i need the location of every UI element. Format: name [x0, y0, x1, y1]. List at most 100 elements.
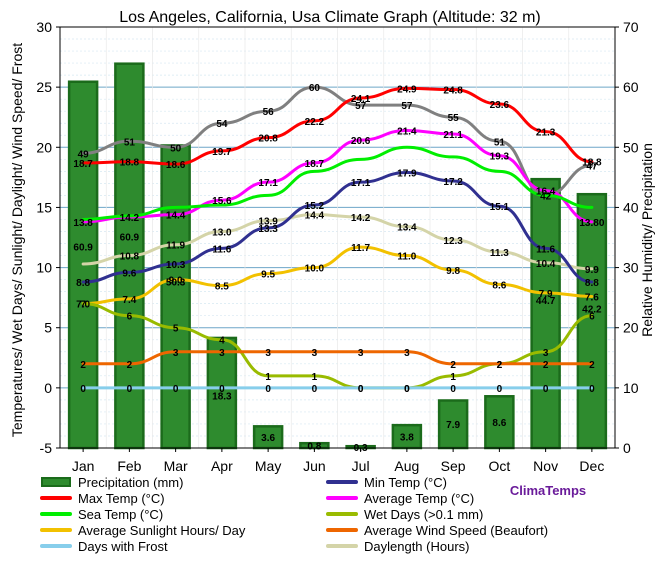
y-right-tick-label: 50	[623, 139, 639, 155]
data-label-daylength-hours: 13.0	[212, 227, 232, 238]
data-label-precipitation: 3.8	[400, 433, 414, 444]
chart-title: Los Angeles, California, Usa Climate Gra…	[119, 9, 541, 26]
data-label-average-sunlight-hours-day: 7.4	[122, 295, 136, 306]
data-label-average-sunlight-hours-day: 11.0	[397, 252, 416, 263]
series-line-average-temp-c	[81, 128, 594, 224]
data-label-days-with-frost: 0	[127, 384, 133, 395]
data-label-max-temp-c: 21.3	[536, 128, 556, 139]
data-label-average-sunlight-hours-day: 11.7	[351, 243, 370, 254]
y-left-tick-label: -5	[40, 440, 53, 456]
data-label-days-with-frost: 0	[543, 384, 549, 395]
x-tick-label: Jan	[72, 458, 95, 474]
data-label-average-temp-c: 14.4	[166, 211, 186, 222]
y-axis-left-title: Temperatures/ Wet Days/ Sunlight/ Daylig…	[9, 43, 25, 437]
data-label-average-temp-c: 16.4	[536, 187, 556, 198]
series-line-average-sunlight-hours-day	[81, 245, 594, 306]
data-label-average-temp-c: 13.80	[579, 218, 604, 229]
legend-label-average-temp-c: Average Temp (°C)	[364, 491, 474, 506]
data-label-min-temp-c: 15.2	[305, 201, 325, 212]
legend-label-average-wind-speed-beaufort: Average Wind Speed (Beaufort)	[364, 523, 548, 538]
data-label-precipitation: 44.7	[536, 296, 556, 307]
data-label-wet-days-0-1-mm: 4	[219, 336, 225, 347]
legend-label-precipitation-mm: Precipitation (mm)	[78, 475, 183, 490]
data-label-wet-days-0-1-mm: 2	[497, 360, 503, 371]
data-label-average-temp-c: 15.6	[212, 196, 232, 207]
data-label-days-with-frost: 0	[173, 384, 179, 395]
data-label-precipitation: 60.9	[120, 233, 140, 244]
data-label-days-with-frost: 0	[358, 384, 364, 395]
data-label-average-wind-speed-beaufort: 3	[404, 348, 410, 359]
data-label-relative-humidity: 50	[170, 143, 182, 154]
data-label-daylength-hours: 13.9	[258, 217, 278, 228]
data-label-wet-days-0-1-mm: 1	[265, 372, 271, 383]
data-label-days-with-frost: 0	[404, 384, 410, 395]
data-label-average-wind-speed-beaufort: 2	[127, 360, 133, 371]
data-label-average-sunlight-hours-day: 9.5	[261, 270, 275, 281]
data-label-daylength-hours: 13.4	[397, 223, 417, 234]
data-label-average-wind-speed-beaufort: 3	[358, 348, 364, 359]
data-label-min-temp-c: 8.8	[76, 278, 90, 289]
data-label-max-temp-c: 20.8	[258, 134, 278, 145]
x-tick-label: Dec	[579, 458, 604, 474]
x-tick-label: Apr	[211, 458, 233, 474]
series-line-relative-humidity	[81, 85, 594, 197]
data-label-wet-days-0-1-mm: 0	[358, 384, 364, 395]
data-label-average-wind-speed-beaufort: 2	[450, 360, 456, 371]
data-label-average-sunlight-hours-day: 10.0	[305, 264, 325, 275]
y-left-tick-label: 0	[44, 380, 52, 396]
data-label-average-wind-speed-beaufort: 3	[312, 348, 318, 359]
x-tick-label: Jun	[303, 458, 326, 474]
data-label-max-temp-c: 18.6	[166, 160, 186, 171]
data-label-wet-days-0-1-mm: 1	[450, 372, 456, 383]
data-label-days-with-frost: 0	[219, 384, 225, 395]
data-label-min-temp-c: 17.2	[443, 177, 463, 188]
data-label-precipitation: 60.9	[73, 243, 93, 254]
y-right-tick-label: 0	[623, 440, 631, 456]
data-label-relative-humidity: 47	[586, 161, 598, 172]
data-label-average-wind-speed-beaufort: 2	[80, 360, 86, 371]
y-right-tick-label: 70	[623, 19, 639, 35]
data-label-min-temp-c: 13.3	[258, 224, 278, 235]
legend-label-max-temp-c: Max Temp (°C)	[78, 491, 165, 506]
data-label-wet-days-0-1-mm: 6	[127, 312, 133, 323]
data-label-wet-days-0-1-mm: 7	[80, 300, 86, 311]
y-left-tick-label: 15	[36, 199, 52, 215]
data-label-min-temp-c: 10.3	[166, 260, 186, 271]
x-tick-label: Nov	[533, 458, 558, 474]
data-label-daylength-hours: 12.3	[443, 236, 463, 247]
data-label-average-sunlight-hours-day: 9.8	[446, 266, 460, 277]
data-label-average-temp-c: 19.3	[490, 152, 510, 163]
data-label-average-wind-speed-beaufort: 3	[219, 348, 225, 359]
data-label-days-with-frost: 0	[450, 384, 456, 395]
data-label-relative-humidity: 60	[309, 83, 321, 94]
data-label-average-sunlight-hours-day: 8.5	[215, 282, 229, 293]
data-label-daylength-hours: 10.8	[120, 252, 140, 263]
data-label-average-temp-c: 13.8	[73, 218, 93, 229]
data-label-average-sunlight-hours-day: 7.9	[539, 289, 553, 300]
data-label-average-sunlight-hours-day: 8.6	[492, 280, 506, 291]
data-label-average-wind-speed-beaufort: 2	[589, 360, 595, 371]
data-label-precipitation: 3.6	[261, 433, 275, 444]
y-left-tick-label: 5	[44, 320, 52, 336]
series-line-min-temp-c	[81, 171, 594, 284]
x-tick-label: Aug	[394, 458, 419, 474]
y-left-tick-label: 10	[36, 260, 52, 276]
data-label-average-wind-speed-beaufort: 2	[497, 360, 503, 371]
y-right-tick-label: 40	[623, 199, 639, 215]
data-label-precipitation: 18.3	[212, 391, 232, 402]
data-label-average-wind-speed-beaufort: 3	[265, 348, 271, 359]
data-label-days-with-frost: 0	[497, 384, 503, 395]
data-label-average-temp-c: 21.1	[443, 130, 463, 141]
precipitation-bar	[484, 395, 515, 450]
data-label-min-temp-c: 17.1	[351, 178, 371, 189]
legend-label-wet-days-0-1-mm: Wet Days (>0.1 mm)	[364, 507, 483, 522]
data-label-relative-humidity: 55	[448, 113, 460, 124]
data-label-max-temp-c: 19.7	[212, 147, 232, 158]
legend-label-daylength-hours: Daylength (Hours)	[364, 539, 470, 554]
data-label-average-sunlight-hours-day: 7.0	[76, 300, 90, 311]
legend-label-min-temp-c: Min Temp (°C)	[364, 475, 447, 490]
data-label-max-temp-c: 24.9	[397, 84, 417, 95]
data-label-wet-days-0-1-mm: 1	[312, 372, 318, 383]
legend-label-days-with-frost: Days with Frost	[78, 539, 168, 554]
